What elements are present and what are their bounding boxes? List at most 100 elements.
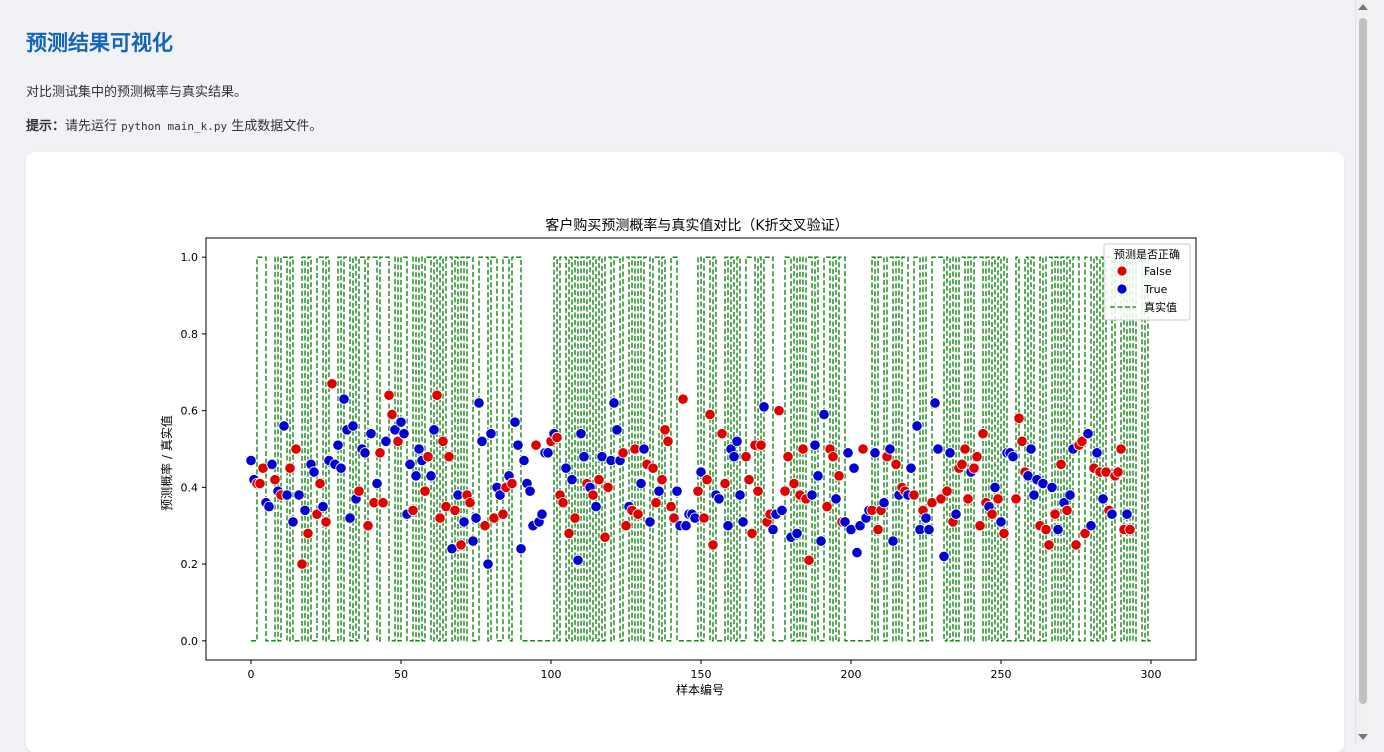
- point-true: [476, 435, 488, 447]
- hint-label: 提示：: [26, 119, 66, 134]
- point-false: [1112, 466, 1124, 478]
- point-true: [365, 428, 377, 440]
- point-true: [494, 489, 506, 501]
- point-true: [680, 520, 692, 532]
- y-tick-label: 0.4: [181, 481, 199, 494]
- point-true: [758, 401, 770, 413]
- point-false: [1124, 523, 1136, 536]
- scrollbar-thumb[interactable]: [1359, 18, 1367, 704]
- point-false: [269, 474, 281, 486]
- point-true: [722, 520, 734, 532]
- point-false: [659, 424, 671, 436]
- point-true: [344, 512, 356, 524]
- point-true: [512, 439, 524, 451]
- point-false: [1076, 435, 1088, 447]
- point-true: [308, 466, 320, 478]
- chart-card: 客户购买预测概率与真实值对比（K折交叉验证） 样本编号 预测概率 / 真实值 0…: [26, 152, 1344, 752]
- point-false: [254, 477, 266, 490]
- point-false: [632, 508, 644, 520]
- point-true: [524, 485, 536, 497]
- vertical-scrollbar[interactable]: [1355, 0, 1370, 744]
- point-false: [557, 497, 569, 509]
- point-true: [671, 485, 683, 497]
- hint-suffix: 生成数据文件。: [231, 119, 323, 134]
- point-false: [551, 431, 563, 444]
- point-false: [1070, 539, 1082, 551]
- point-false: [1061, 504, 1073, 516]
- point-false: [1040, 523, 1052, 536]
- point-true: [578, 451, 590, 463]
- point-false: [803, 554, 815, 566]
- point-true: [518, 454, 530, 467]
- point-false: [1043, 539, 1055, 551]
- point-true: [335, 462, 347, 474]
- point-false: [797, 443, 809, 455]
- point-true: [1097, 493, 1109, 505]
- point-false: [320, 516, 332, 528]
- point-true: [920, 512, 932, 524]
- point-true: [884, 443, 896, 455]
- point-true: [1028, 489, 1040, 501]
- point-true: [293, 489, 305, 501]
- point-true: [404, 458, 416, 470]
- point-true: [695, 466, 707, 478]
- point-true: [767, 523, 779, 536]
- point-true: [848, 462, 860, 474]
- y-tick-label: 0.8: [181, 328, 199, 341]
- point-true: [1025, 443, 1037, 455]
- point-false: [941, 485, 953, 497]
- point-false: [755, 439, 767, 451]
- point-false: [833, 470, 845, 482]
- point-false: [386, 408, 398, 421]
- point-false: [698, 512, 710, 524]
- point-false: [647, 462, 659, 474]
- point-false: [377, 497, 389, 509]
- point-false: [1016, 435, 1028, 447]
- point-true: [398, 428, 410, 440]
- point-true: [869, 447, 881, 459]
- axes: 0 50 100 150 200 250 300 0.0 0.2 0.4 0.6 0.8 1.0: [181, 251, 1162, 681]
- point-false: [692, 485, 704, 497]
- point-false: [1049, 508, 1061, 520]
- point-true: [911, 420, 923, 432]
- point-true: [1121, 508, 1133, 520]
- plot-area: [245, 256, 1151, 642]
- point-false: [656, 474, 668, 486]
- scroll-down-arrow-icon[interactable]: [1358, 734, 1368, 740]
- point-false: [986, 508, 998, 520]
- point-true: [878, 497, 890, 509]
- point-true: [830, 493, 842, 505]
- point-false: [707, 539, 719, 551]
- point-false: [1010, 493, 1022, 505]
- legend-marker: [1116, 283, 1128, 295]
- point-false: [716, 428, 728, 440]
- point-true: [413, 443, 425, 455]
- point-false: [593, 474, 605, 486]
- point-true: [515, 543, 527, 555]
- point-false: [311, 508, 323, 520]
- point-true: [467, 535, 479, 547]
- point-false: [455, 539, 467, 551]
- point-false: [602, 481, 614, 493]
- point-false: [740, 451, 752, 463]
- point-true: [842, 447, 854, 459]
- point-true: [653, 485, 665, 497]
- point-false: [1079, 527, 1091, 539]
- y-axis-label: 预测概率 / 真实值: [159, 415, 174, 511]
- point-true: [851, 546, 863, 559]
- point-true: [989, 481, 1001, 493]
- x-tick-label: 0: [248, 668, 255, 681]
- point-true: [1052, 523, 1064, 536]
- point-true: [590, 500, 602, 513]
- point-false: [1013, 412, 1025, 424]
- point-false: [665, 500, 677, 513]
- y-tick-label: 0.0: [181, 635, 199, 648]
- point-false: [362, 520, 374, 532]
- point-true: [938, 550, 950, 563]
- point-false: [992, 493, 1004, 505]
- x-tick-label: 50: [394, 668, 408, 681]
- point-false: [431, 389, 443, 401]
- point-false: [422, 451, 434, 463]
- scroll-up-arrow-icon[interactable]: [1358, 4, 1368, 10]
- y-tick-label: 0.6: [181, 405, 199, 418]
